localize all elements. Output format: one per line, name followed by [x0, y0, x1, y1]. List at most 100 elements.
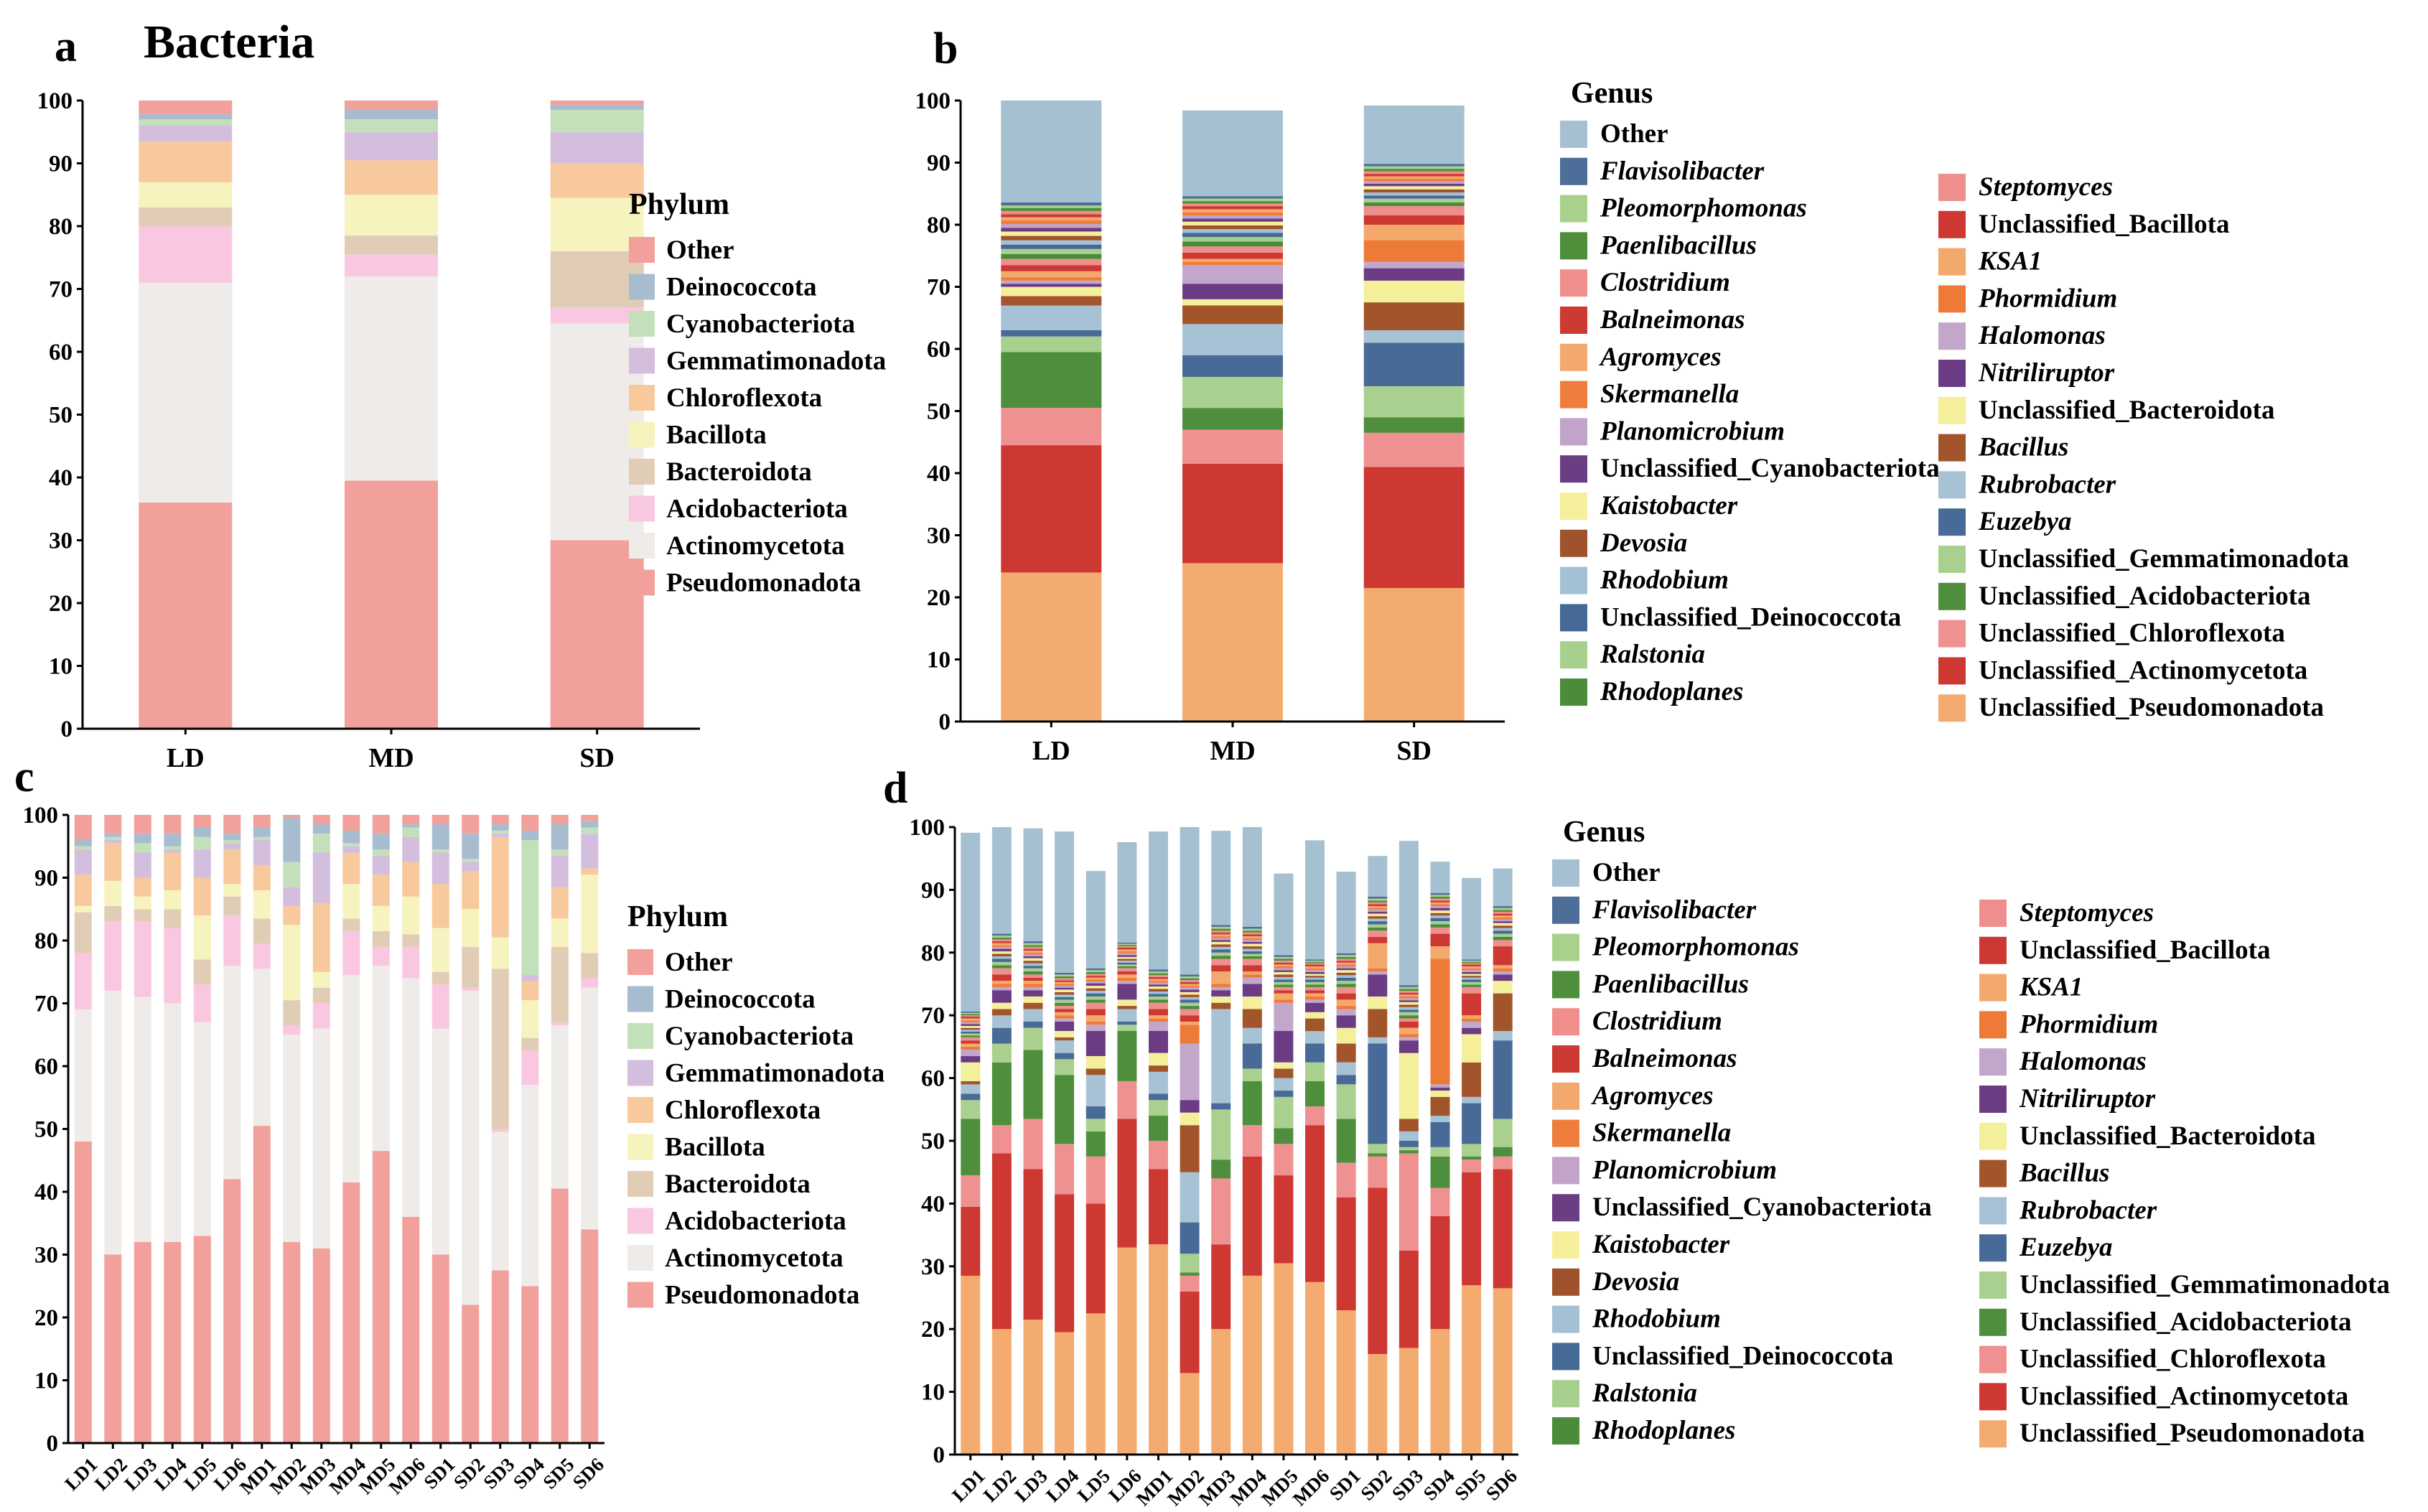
- bar-segment-d-LD4-Paenlibacillus: [1055, 976, 1075, 979]
- legend-item-Unclassified_Chloroflexota: Unclassified_Chloroflexota: [1979, 1345, 2326, 1374]
- x-tick-label-d-LD4: LD4: [1042, 1465, 1083, 1506]
- bar-segment-d-SD4-Unclassified_Acidobacteriota: [1430, 1156, 1450, 1188]
- bar-segment-a-LD-Bacteroidota: [139, 207, 233, 227]
- bar-segment-c-MD5-Deinococcota: [372, 834, 390, 850]
- bar-segment-d-MD3-Devosia: [1211, 944, 1231, 947]
- bar-segment-d-MD4-Unclassified_Deinococcota: [1242, 951, 1262, 954]
- bar-segment-d-LD6-Rhodobium: [1117, 961, 1137, 963]
- bar-segment-c-SD3-Deinococcota: [491, 824, 509, 831]
- bar-segment-d-LD2-Unclassified_Actinomycetota: [991, 1153, 1012, 1330]
- bar-segment-d-MD3-Unclassified_Deinococcota: [1211, 949, 1231, 953]
- bar-segment-d-LD5-Pleomorphomonas: [1085, 970, 1106, 972]
- bar-segment-d-SD4-Euzebya: [1430, 1121, 1450, 1147]
- bar-segment-d-LD1-Ralstonia: [961, 1033, 981, 1036]
- bar-segment-c-MD2-Bacteroidota: [283, 1000, 301, 1026]
- bar-segment-d-SD5-Ralstonia: [1462, 981, 1482, 985]
- x-tick-label-b-MD: MD: [1210, 736, 1255, 766]
- legend-label: Unclassified_Bacillota: [1979, 210, 2229, 239]
- legend-item-Steptomyces: Steptomyces: [1938, 172, 2113, 202]
- bar-segment-d-SD5-Flavisolibacter: [1462, 959, 1482, 961]
- bar-segment-d-SD3-Planomicrobium: [1399, 998, 1419, 1001]
- bar-segment-d-LD3-Flavisolibacter: [1023, 941, 1043, 943]
- x-tick-label-d-SD1: SD1: [1325, 1465, 1365, 1505]
- bar-segment-d-MD6-Devosia: [1305, 976, 1325, 978]
- bar-segment-d-MD6-Flavisolibacter: [1305, 959, 1325, 961]
- bar-segment-b-LD-Devosia: [1001, 235, 1102, 241]
- legend-item-Unclassified_Chloroflexota: Unclassified_Chloroflexota: [1938, 619, 2285, 648]
- bar-segment-b-LD-Unclassified_Acidobacteriota: [1001, 352, 1102, 409]
- bar-segment-c-LD1-Bacteroidota: [74, 912, 92, 953]
- legend-swatch: [1552, 1343, 1579, 1371]
- legend-item-Cyanobacteriota: Cyanobacteriota: [629, 309, 855, 339]
- bar-segment-b-SD-Unclassified_Acidobacteriota: [1363, 417, 1465, 433]
- bar-segment-d-LD4-Nitriliruptor: [1055, 1021, 1075, 1032]
- x-tick-label-d-LD5: LD5: [1073, 1465, 1114, 1506]
- bar-segment-d-SD6-Unclassified_Gemmatimonadota: [1493, 1119, 1513, 1147]
- bar-segment-d-MD2-Unclassified_Pseudomonadota: [1180, 1373, 1200, 1455]
- bar-segment-d-LD3-Ralstonia: [1023, 968, 1043, 972]
- legend-swatch: [627, 1245, 653, 1271]
- bar-segment-d-LD4-Balneimonas: [1055, 980, 1075, 982]
- legend-item-Clostridium: Clostridium: [1560, 268, 1730, 297]
- legend-item-Unclassified_Actinomycetota: Unclassified_Actinomycetota: [1938, 655, 2307, 685]
- bar-segment-c-MD4-Cyanobacteriota: [342, 843, 360, 846]
- bar-segment-d-SD5-Rhodobium: [1462, 977, 1482, 980]
- bar-segment-d-SD6-Rubrobacter: [1493, 1031, 1513, 1041]
- bar-segment-d-SD3-Devosia: [1399, 1004, 1419, 1007]
- bar-segment-d-MD1-Rhodoplanes: [1149, 999, 1168, 1003]
- bar-segment-d-LD5-Rhodobium: [1085, 991, 1106, 994]
- bar-segment-d-SD3-Balneimonas: [1399, 992, 1419, 995]
- bar-segment-d-MD4-Skermanella: [1242, 938, 1262, 941]
- bar-segment-d-MD5-Skermanella: [1274, 966, 1294, 969]
- bar-segment-d-SD2-Phormidium: [1368, 968, 1388, 972]
- legend-swatch: [1938, 694, 1966, 722]
- bar-segment-d-LD2-Kaistobacter: [991, 951, 1012, 954]
- bar-segment-d-SD4-Phormidium: [1430, 958, 1450, 1085]
- y-tick-label-d-20: 20: [921, 1317, 945, 1343]
- bar-segment-d-LD3-Clostridium: [1023, 946, 1043, 949]
- bar-segment-c-SD3-Chloroflexota: [491, 836, 509, 938]
- bar-segment-d-LD1-Rubrobacter: [961, 1084, 981, 1094]
- panel-b-letter: b: [933, 24, 958, 73]
- bar-segment-c-LD3-Bacteroidota: [134, 909, 151, 922]
- legend-swatch: [1979, 1234, 2007, 1262]
- bar-segment-c-SD4-Chloroflexota: [521, 981, 539, 1001]
- bar-segment-d-SD2-Unclassified_Bacillota: [1368, 937, 1388, 943]
- legend-label: Actinomycetota: [666, 531, 845, 561]
- bar-segment-a-SD-Pseudomonadota: [550, 540, 644, 729]
- legend-label: Unclassified_Deinococcota: [1600, 602, 1901, 632]
- bar-segment-c-SD2-Cyanobacteriota: [462, 859, 480, 862]
- bar-segment-d-SD5-Clostridium: [1462, 963, 1482, 965]
- bar-segment-d-SD6-Unclassified_Bacillota: [1493, 946, 1513, 966]
- legend-label: Unclassified_Gemmatimonadota: [1979, 544, 2349, 574]
- bar-segment-d-MD1-Unclassified_Pseudomonadota: [1149, 1244, 1168, 1455]
- bar-segment-c-MD6-Deinococcota: [402, 824, 420, 828]
- bar-segment-d-LD5-Balneimonas: [1085, 976, 1106, 978]
- legend-item-Unclassified_Cyanobacteriota: Unclassified_Cyanobacteriota: [1552, 1193, 1932, 1222]
- legend-item-Rhodobium: Rhodobium: [1560, 566, 1729, 595]
- y-tick-label-c-10: 10: [34, 1368, 58, 1394]
- legend-item-Unclassified_Bacillota: Unclassified_Bacillota: [1938, 210, 2229, 239]
- bar-segment-b-SD-Pleomorphomonas: [1363, 166, 1465, 169]
- bar-segment-b-MD-Unclassified_Deinococcota: [1182, 233, 1283, 238]
- bar-segment-d-MD5-KSA1: [1274, 993, 1294, 1000]
- bar-segment-d-MD3-Unclassified_Bacillota: [1211, 965, 1231, 972]
- bar-segment-c-SD1-Deinococcota: [431, 824, 449, 850]
- legend-swatch: [1979, 1420, 2007, 1448]
- x-tick-label-b-LD: LD: [1032, 736, 1070, 766]
- legend-item-Chloroflexota: Chloroflexota: [629, 383, 822, 413]
- chart-panel-b: LD MD SD 0 10 20 30 40 50 60 70 80 90 100: [915, 88, 1505, 766]
- legend-item-Bacillus: Bacillus: [1979, 1159, 2109, 1188]
- bar-segment-a-LD-Other: [139, 101, 233, 115]
- bar-segment-c-SD2-Acidobacteriota: [462, 987, 480, 991]
- bar-segment-d-MD3-Unclassified_Actinomycetota: [1211, 1244, 1231, 1330]
- bar-segment-d-MD3-Skermanella: [1211, 936, 1231, 938]
- bar-segment-d-LD4-Steptomyces: [1055, 1006, 1075, 1009]
- x-tick-label-d-SD6: SD6: [1482, 1465, 1521, 1505]
- bar-segment-c-MD4-Bacillota: [342, 884, 360, 919]
- bar-segment-d-SD3-Phormidium: [1399, 1034, 1419, 1037]
- legend-item-Pleomorphomonas: Pleomorphomonas: [1560, 194, 1807, 223]
- bar-segment-d-MD4-Rhodobium: [1242, 948, 1262, 952]
- bar-segment-d-SD4-Flavisolibacter: [1430, 892, 1450, 895]
- bar-segment-d-MD4-Ralstonia: [1242, 953, 1262, 956]
